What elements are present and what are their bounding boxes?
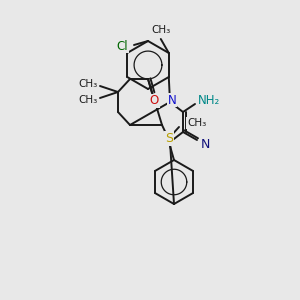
Text: N: N — [168, 94, 176, 106]
Text: CH₃: CH₃ — [78, 95, 98, 105]
Text: S: S — [165, 131, 173, 145]
Text: CH₃: CH₃ — [78, 79, 98, 89]
Text: O: O — [149, 94, 159, 107]
Text: Cl: Cl — [116, 40, 128, 52]
Text: NH₂: NH₂ — [198, 94, 220, 106]
Text: CH₃: CH₃ — [151, 25, 170, 35]
Text: N: N — [200, 139, 210, 152]
Text: CH₃: CH₃ — [187, 118, 206, 128]
